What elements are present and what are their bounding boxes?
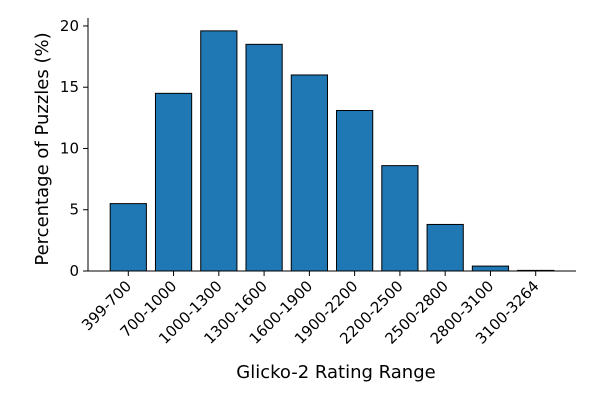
y-tick-label: 5 <box>69 201 79 219</box>
bar <box>426 223 464 272</box>
bar <box>200 30 238 272</box>
y-tick-label: 15 <box>60 78 79 96</box>
y-tick-label: 20 <box>60 17 79 35</box>
bar <box>290 74 328 272</box>
y-tick-label: 10 <box>60 139 79 157</box>
bar <box>336 110 374 272</box>
bar <box>471 265 510 272</box>
x-axis-label: Glicko-2 Rating Range <box>236 362 435 383</box>
bar <box>381 165 419 272</box>
y-axis-label: Percentage of Puzzles (%) <box>32 32 53 265</box>
bar <box>154 92 193 272</box>
bar <box>245 43 283 272</box>
bar <box>109 203 147 272</box>
y-tick-label: 0 <box>69 262 79 280</box>
